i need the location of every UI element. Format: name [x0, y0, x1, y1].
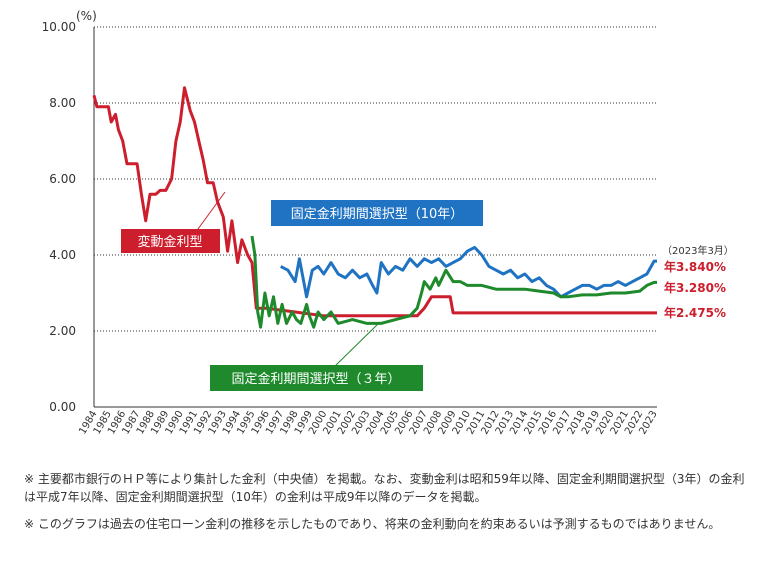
y-tick-label: 0.00	[49, 400, 76, 414]
fixed-10y-callout-label: 固定金利期間選択型（10年）	[291, 206, 464, 222]
footnote-1: ※ 主要都市銀行のＨＰ等により集計した金利（中央値）を掲載。なお、変動金利は昭和…	[24, 472, 745, 504]
interest-rate-chart: 0.00 2.00 4.00 6.00 8.00 10.00 (%) 1984198519…	[42, 9, 734, 437]
series-line-2	[250, 235, 657, 329]
as-of-label: （2023年3月）	[662, 244, 734, 257]
variable-rate-callout	[121, 229, 220, 253]
x-axis-ticks: 1984198519861987198819891990199119921993…	[77, 409, 659, 437]
y-tick-label: 6.00	[49, 172, 76, 186]
fixed-10y-callout	[271, 200, 483, 226]
footnote-2: ※ このグラフは過去の住宅ローン金利の推移を示したものであり、将来の金利動向を約…	[24, 517, 721, 531]
fixed-10y-end-label: 年3.840%	[664, 259, 726, 274]
y-tick-label: 4.00	[49, 248, 76, 262]
variable-rate-callout-label: 変動金利型	[137, 234, 202, 250]
fixed-3y-callout-label: 固定金利期間選択型（３年）	[231, 371, 400, 387]
fixed-3y-pointer	[333, 321, 381, 368]
fixed-3y-callout	[210, 365, 423, 391]
series-lines	[92, 86, 657, 329]
variable-rate-end-label: 年2.475%	[664, 305, 726, 320]
series-line-1	[279, 245, 657, 299]
y-tick-label: 2.00	[49, 324, 76, 338]
y-axis-ticks: 0.00 2.00 4.00 6.00 8.00 10.00	[42, 20, 76, 414]
y-tick-label: 8.00	[49, 96, 76, 110]
gridlines	[94, 26, 657, 332]
fixed-3y-end-label: 年3.280%	[664, 280, 726, 295]
y-tick-label: 10.00	[42, 20, 76, 34]
y-axis-unit: (%)	[76, 9, 97, 23]
